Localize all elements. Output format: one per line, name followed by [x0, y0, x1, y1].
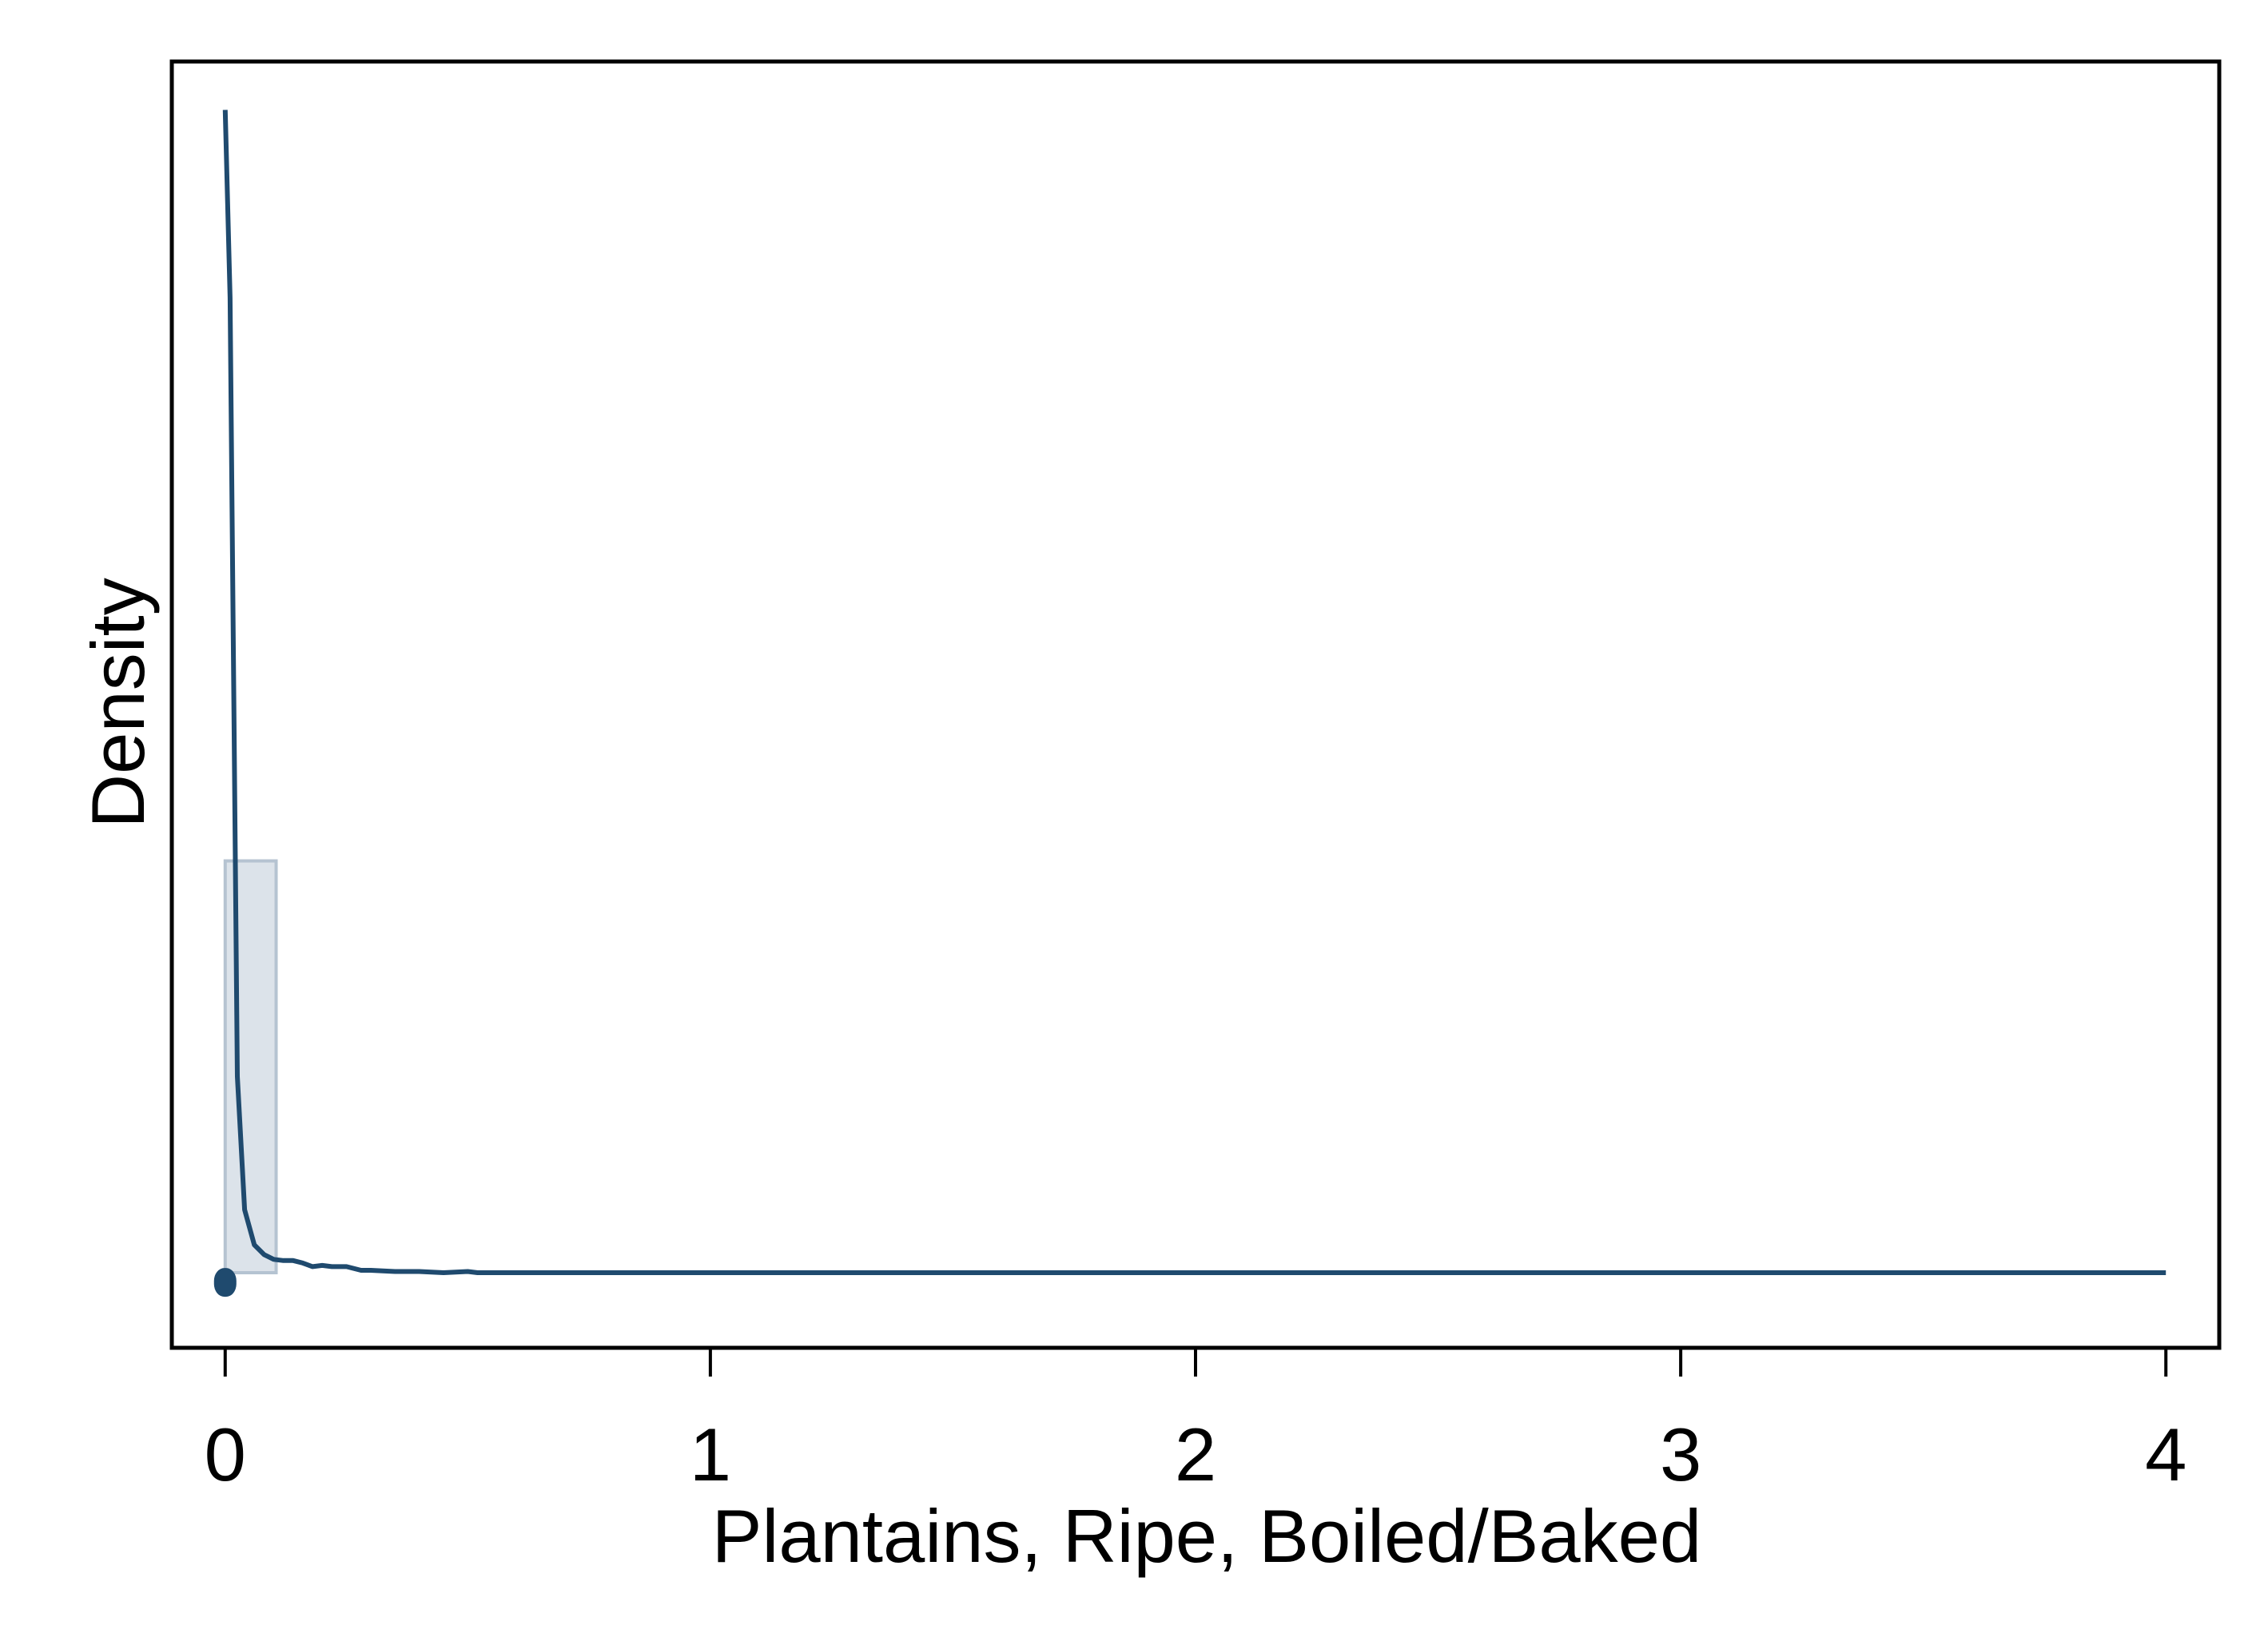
- x-axis-label: Plantains, Ripe, Boiled/Baked: [712, 1494, 1701, 1578]
- x-axis-ticks: 0 1 2 3 4: [205, 1348, 2186, 1496]
- y-axis-label: Density: [76, 578, 160, 828]
- x-tick-label-0: 0: [205, 1413, 246, 1496]
- x-tick-label-2: 2: [1175, 1413, 1216, 1496]
- histogram-layer: [223, 859, 278, 1275]
- marker-layer: [213, 1268, 237, 1297]
- x-tick-label-4: 4: [2145, 1413, 2186, 1496]
- kde-layer: [222, 109, 2167, 1275]
- histogram-bar-1: [223, 859, 278, 1275]
- x-tick-label-3: 3: [1660, 1413, 1701, 1496]
- x-tick-label-1: 1: [690, 1413, 731, 1496]
- kde-line: [222, 109, 2167, 1275]
- marker-dot: [213, 1268, 237, 1297]
